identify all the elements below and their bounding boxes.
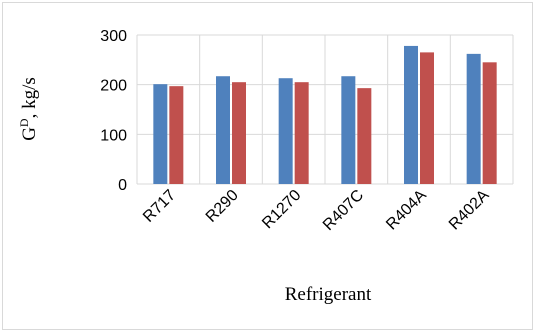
- x-tick-label: R404A: [383, 187, 430, 234]
- bars: [153, 45, 497, 185]
- y-axis-ticks: 0 100 200 300: [100, 28, 127, 194]
- y-tick-label: 0: [118, 177, 127, 194]
- y-axis-title-main: G: [19, 127, 40, 141]
- bar-series-2-r717: [169, 86, 184, 184]
- bar-series-2-r1270: [294, 82, 309, 184]
- y-tick-label: 300: [100, 28, 127, 45]
- bar-series-1-r404a: [404, 45, 418, 184]
- bar-series-1-r717: [153, 84, 168, 184]
- y-axis-title-rest: , kg/s: [19, 77, 40, 118]
- bar-series-2-r407c: [357, 88, 372, 184]
- x-tick-label: R407C: [320, 187, 367, 234]
- bar-series-2-r290: [232, 82, 246, 184]
- y-tick-label: 200: [100, 78, 127, 95]
- x-tick-label: R717: [140, 187, 179, 226]
- chart-area: [2, 2, 533, 330]
- x-axis-ticks: R717 R290 R1270 R407C R404A R402A: [140, 187, 493, 234]
- y-axis-title-sup: D: [17, 118, 31, 127]
- x-tick-label: R1270: [259, 187, 304, 232]
- y-tick-label: 100: [100, 127, 127, 144]
- y-axis-title: GD, kg/s: [17, 77, 40, 141]
- x-axis-title: Refrigerant: [285, 284, 372, 305]
- bar-series-1-r1270: [278, 78, 293, 184]
- x-tick-label: R290: [203, 187, 242, 226]
- bar-series-2-r404a: [420, 52, 434, 185]
- bar-series-1-r290: [216, 76, 230, 184]
- x-tick-label: R402A: [446, 187, 493, 234]
- bar-series-2-r402a: [482, 62, 497, 184]
- bar-series-1-r402a: [466, 53, 481, 184]
- gridlines: [136, 34, 514, 185]
- bar-series-1-r407c: [341, 76, 356, 184]
